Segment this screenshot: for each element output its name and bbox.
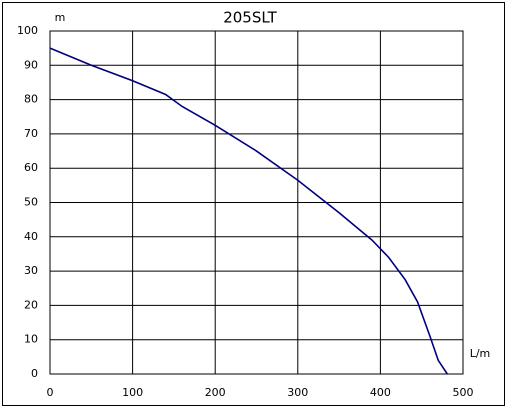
x-tick-label: 0 bbox=[47, 386, 54, 399]
y-tick-label: 90 bbox=[24, 58, 38, 71]
x-tick-label: 200 bbox=[205, 386, 226, 399]
x-tick-label: 500 bbox=[453, 386, 474, 399]
chart-title: 205SLT bbox=[223, 9, 277, 27]
curve bbox=[49, 47, 448, 375]
x-tick-label: 100 bbox=[122, 386, 143, 399]
y-tick-label: 10 bbox=[24, 333, 38, 346]
y-tick-label: 60 bbox=[24, 161, 38, 174]
x-axis-label: L/m bbox=[470, 347, 491, 360]
y-tick-label: 70 bbox=[24, 127, 38, 140]
y-tick-label: 20 bbox=[24, 298, 38, 311]
y-tick-label: 100 bbox=[17, 24, 38, 37]
y-tick-label: 30 bbox=[24, 264, 38, 277]
y-tick-label: 40 bbox=[24, 230, 38, 243]
y-tick-label: 50 bbox=[24, 196, 38, 209]
y-tick-label: 80 bbox=[24, 93, 38, 106]
x-tick-label: 400 bbox=[370, 386, 391, 399]
x-tick-label: 300 bbox=[287, 386, 308, 399]
y-tick-label: 0 bbox=[31, 367, 38, 380]
y-axis-label: m bbox=[55, 11, 66, 24]
